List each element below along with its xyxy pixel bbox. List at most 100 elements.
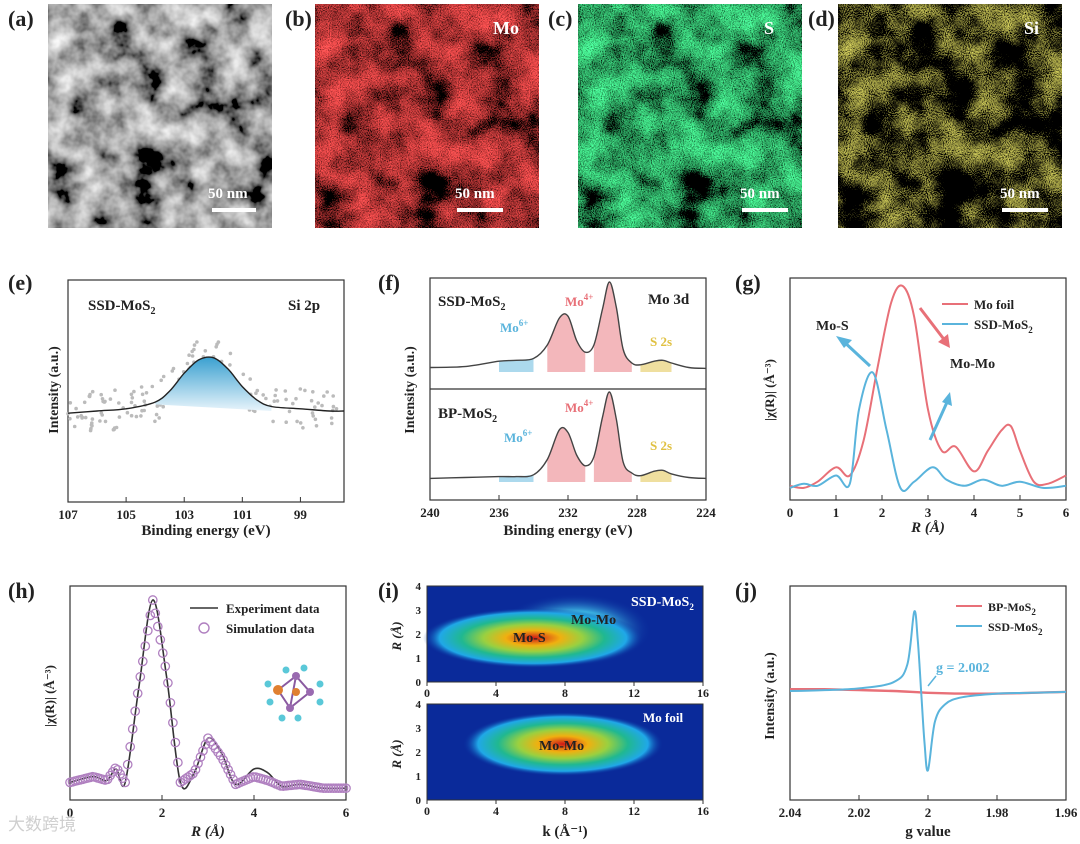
eds-map-mo: Mo 50 nm xyxy=(315,4,539,228)
chart-h-sim-point xyxy=(220,759,231,770)
chart-e-point xyxy=(144,391,149,395)
label-i: (i) xyxy=(378,578,399,603)
chart-i-ytick-label: 2 xyxy=(416,747,422,759)
chart-e-point xyxy=(295,419,299,424)
chart-e-point xyxy=(154,412,159,417)
chart-e-point xyxy=(159,378,163,383)
chart-e-point xyxy=(185,361,190,366)
chart-h-sim-point xyxy=(198,745,208,756)
chart-e-point xyxy=(275,399,280,403)
chart-h-frame xyxy=(69,585,347,801)
chart-e-point xyxy=(132,389,136,394)
chart-j-annot-arrow xyxy=(927,675,937,687)
chart-e-si2p: 107 105 103 101 99 SSD-MoS2 Si 2p Binding en… xyxy=(47,279,345,539)
chart-e-point xyxy=(192,343,197,347)
chart-g-tick-label: 3 xyxy=(925,505,932,520)
chart-h-sim-point xyxy=(200,739,211,750)
chart-g-frame xyxy=(789,277,1067,501)
chart-h-sim-point xyxy=(173,757,183,768)
eds-map-s: S 50 nm xyxy=(578,4,802,228)
chart-e-point xyxy=(271,419,275,424)
chart-e-point xyxy=(294,396,298,401)
chart-e-point xyxy=(313,417,318,422)
watermark: 大数跨境 xyxy=(8,815,76,835)
chart-h-simulation-circles xyxy=(65,595,351,794)
chart-e-point xyxy=(190,354,195,358)
chart-e-point xyxy=(103,419,108,424)
chart-h-sim-point xyxy=(218,755,228,765)
chart-h-sim-point xyxy=(140,641,151,651)
chart-g-tick-label: 2 xyxy=(879,505,886,520)
chart-e-point xyxy=(287,409,292,414)
chart-f-tick-label: 232 xyxy=(558,505,578,520)
chart-h-sim-point xyxy=(135,671,146,682)
label-e: (e) xyxy=(8,270,33,295)
chart-f-mo6-ssd: Mo6+ xyxy=(500,318,528,335)
chart-i-ytick-label: 4 xyxy=(416,699,422,711)
chart-g-annot-mos: Mo-S xyxy=(816,319,849,334)
chart-g-annot-momo: Mo-Mo xyxy=(950,357,995,372)
chart-e-point xyxy=(284,420,288,424)
chart-h-sim-point xyxy=(336,783,346,794)
chart-g-xlabel: R (Å) xyxy=(910,520,945,536)
chart-h-legend-sim: Simulation data xyxy=(226,621,315,636)
chart-h-sim-point xyxy=(185,770,196,781)
chart-e-point xyxy=(113,388,117,392)
chart-e-point xyxy=(90,389,95,394)
chart-h-sim-point xyxy=(125,741,136,752)
chart-g-tick-label: 1 xyxy=(833,505,840,520)
chart-h-sim-point xyxy=(333,783,344,794)
label-g: (g) xyxy=(735,270,761,295)
chart-e-point xyxy=(82,400,87,405)
chart-i-xtick-label: 8 xyxy=(562,686,568,700)
chart-e-point xyxy=(309,398,314,403)
chart-f-mo4-ssd: Mo4+ xyxy=(565,292,593,309)
chart-e-point xyxy=(117,401,121,405)
chart-e-point xyxy=(117,415,122,419)
chart-h-sim-point xyxy=(193,758,203,769)
chart-f-name-bp: BP-MoS2 xyxy=(438,406,497,425)
chart-f-xlabel: Binding energy (eV) xyxy=(503,523,632,539)
chart-g-xticks: 0 1 2 3 4 5 6 xyxy=(787,495,1070,520)
chart-e-point xyxy=(75,415,80,419)
chart-i-xtick-label: 4 xyxy=(493,804,499,818)
label-j: (j) xyxy=(735,578,757,603)
chart-j-epr: 2.04 2.02 2 1.98 1.96 BP-MoS2 SSD-MoS2 g = 2… xyxy=(763,585,1078,840)
chart-g-arrow-momo-blue xyxy=(928,399,950,441)
chart-g-legend-ssd: SSD-MoS2 xyxy=(974,317,1033,335)
chart-e-point xyxy=(216,340,221,344)
chart-i-ytick-label: 4 xyxy=(416,581,422,593)
chart-g-tick-label: 0 xyxy=(787,505,794,520)
label-a: (a) xyxy=(8,6,34,31)
chart-h-sim-point xyxy=(145,610,156,621)
chart-e-point xyxy=(322,394,326,398)
chart-e-point xyxy=(90,417,95,421)
chart-e-point xyxy=(316,401,321,405)
chart-h-sim-point xyxy=(190,764,201,775)
chart-e-point xyxy=(139,385,144,389)
chart-f-mo4-fill-1 xyxy=(547,313,586,372)
chart-e-point xyxy=(129,413,134,418)
chart-h-sim-point xyxy=(168,717,178,728)
chart-i-name-foil: Mo foil xyxy=(643,710,683,725)
chart-g-arrowhead-momo-red xyxy=(938,334,950,348)
chart-g-line-ssd xyxy=(789,371,1067,493)
chart-j-legend-ssd: SSD-MoS2 xyxy=(988,620,1043,637)
chart-e-point xyxy=(331,404,336,409)
element-label-s: S xyxy=(764,18,775,38)
scale-bar-label-c: 50 nm xyxy=(740,186,780,202)
chart-e-point xyxy=(72,424,77,429)
chart-h-sim-point xyxy=(165,697,176,708)
chart-h-sim-point xyxy=(150,608,161,619)
chart-e-point xyxy=(155,404,160,408)
chart-e-point xyxy=(139,414,143,418)
scale-bar-b xyxy=(457,208,503,212)
chart-i-ytick-label: 0 xyxy=(416,677,422,689)
chart-e-point xyxy=(68,401,73,405)
chart-e-frame xyxy=(67,279,345,503)
chart-g-tick-label: 4 xyxy=(971,505,978,520)
chart-e-point xyxy=(274,388,278,392)
chart-e-point xyxy=(153,419,157,424)
label-f: (f) xyxy=(378,270,400,295)
chart-h-sim-point xyxy=(170,737,181,748)
